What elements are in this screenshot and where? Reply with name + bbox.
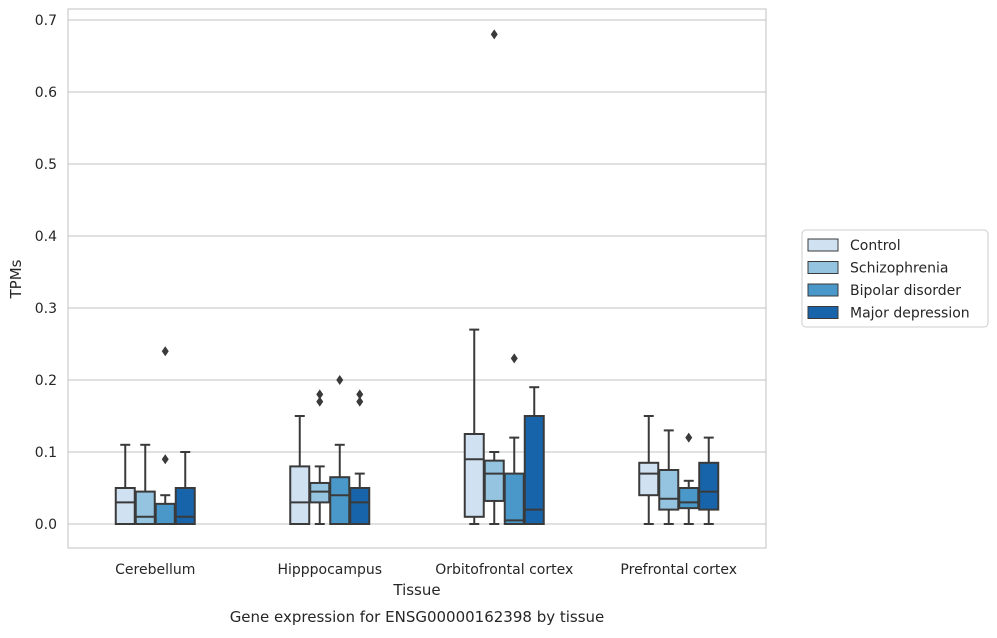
box-body <box>483 459 505 502</box>
box-body <box>463 433 485 518</box>
legend-label: Bipolar disorder <box>850 283 961 299</box>
box-body <box>329 476 351 526</box>
box-schizophrenia <box>309 389 331 525</box>
x-tick-label: Cerebellum <box>115 562 195 578</box>
box-body <box>658 469 680 511</box>
y-tick-label: 0.2 <box>35 373 57 389</box>
plot-frame <box>67 8 767 549</box>
legend-swatch <box>807 306 839 319</box>
outlier-point <box>490 29 498 40</box>
x-tick-label: Prefrontal cortex <box>620 562 737 578</box>
x-axis-ticks: Cerebellum Hipppocampus Orbitofrontal cort… <box>115 562 737 578</box>
legend: Control Schizophrenia Bipolar disorder Majo… <box>801 229 989 328</box>
box-schizophrenia <box>658 429 680 525</box>
legend-swatch <box>807 238 839 252</box>
outlier-point <box>161 346 169 357</box>
legend-label: Schizophrenia <box>850 261 948 277</box>
y-axis-label: TPMs <box>7 259 25 299</box>
x-tick-label: Hipppocampus <box>277 562 382 578</box>
box-bipolar-disorder <box>678 432 700 525</box>
outlier-point <box>685 432 693 443</box>
box-body <box>678 487 700 510</box>
outlier-point <box>356 389 364 400</box>
y-tick-label: 0.5 <box>35 157 57 173</box>
y-tick-label: 0.3 <box>35 301 57 317</box>
box-body <box>114 487 136 525</box>
legend-label: Control <box>850 238 901 254</box>
legend-swatch <box>807 283 839 297</box>
legend-label: Major depression <box>850 306 970 322</box>
box-body <box>503 472 525 526</box>
box-body <box>174 487 196 525</box>
y-tick-label: 0.4 <box>35 229 57 245</box>
box-control <box>114 443 136 525</box>
y-tick-label: 0.6 <box>35 85 57 101</box>
box-schizophrenia <box>134 443 156 526</box>
x-axis-label: Tissue <box>392 581 440 599</box>
box-body <box>523 415 545 525</box>
box-body <box>349 487 371 525</box>
y-axis-ticks: 0.0 0.1 0.2 0.3 0.4 0.5 0.6 0.7 <box>35 13 57 533</box>
box-major-depression <box>349 389 371 525</box>
y-tick-label: 0.0 <box>35 517 57 533</box>
outlier-point <box>510 353 518 364</box>
box-body <box>638 461 660 497</box>
outlier-point <box>316 396 324 407</box>
box-body <box>154 502 176 525</box>
outlier-point <box>316 389 324 400</box>
y-tick-label: 0.1 <box>35 445 57 461</box>
box-major-depression <box>698 436 720 525</box>
box-schizophrenia <box>483 29 505 525</box>
outlier-point <box>336 375 344 385</box>
box-major-depression <box>523 386 545 525</box>
box-body <box>134 490 156 526</box>
chart-caption: Gene expression for ENSG00000162398 by t… <box>230 608 605 626</box>
y-tick-label: 0.7 <box>35 13 57 29</box>
outlier-point <box>356 396 364 407</box>
legend-swatch <box>807 261 839 274</box>
box-series <box>114 29 720 526</box>
box-body <box>698 461 720 511</box>
x-tick-label: Orbitofrontal cortex <box>435 562 573 578</box>
box-body <box>309 481 331 504</box>
legend-frame <box>801 229 989 328</box>
outlier-point <box>161 454 169 465</box>
box-major-depression <box>174 451 196 525</box>
box-body <box>289 465 311 525</box>
